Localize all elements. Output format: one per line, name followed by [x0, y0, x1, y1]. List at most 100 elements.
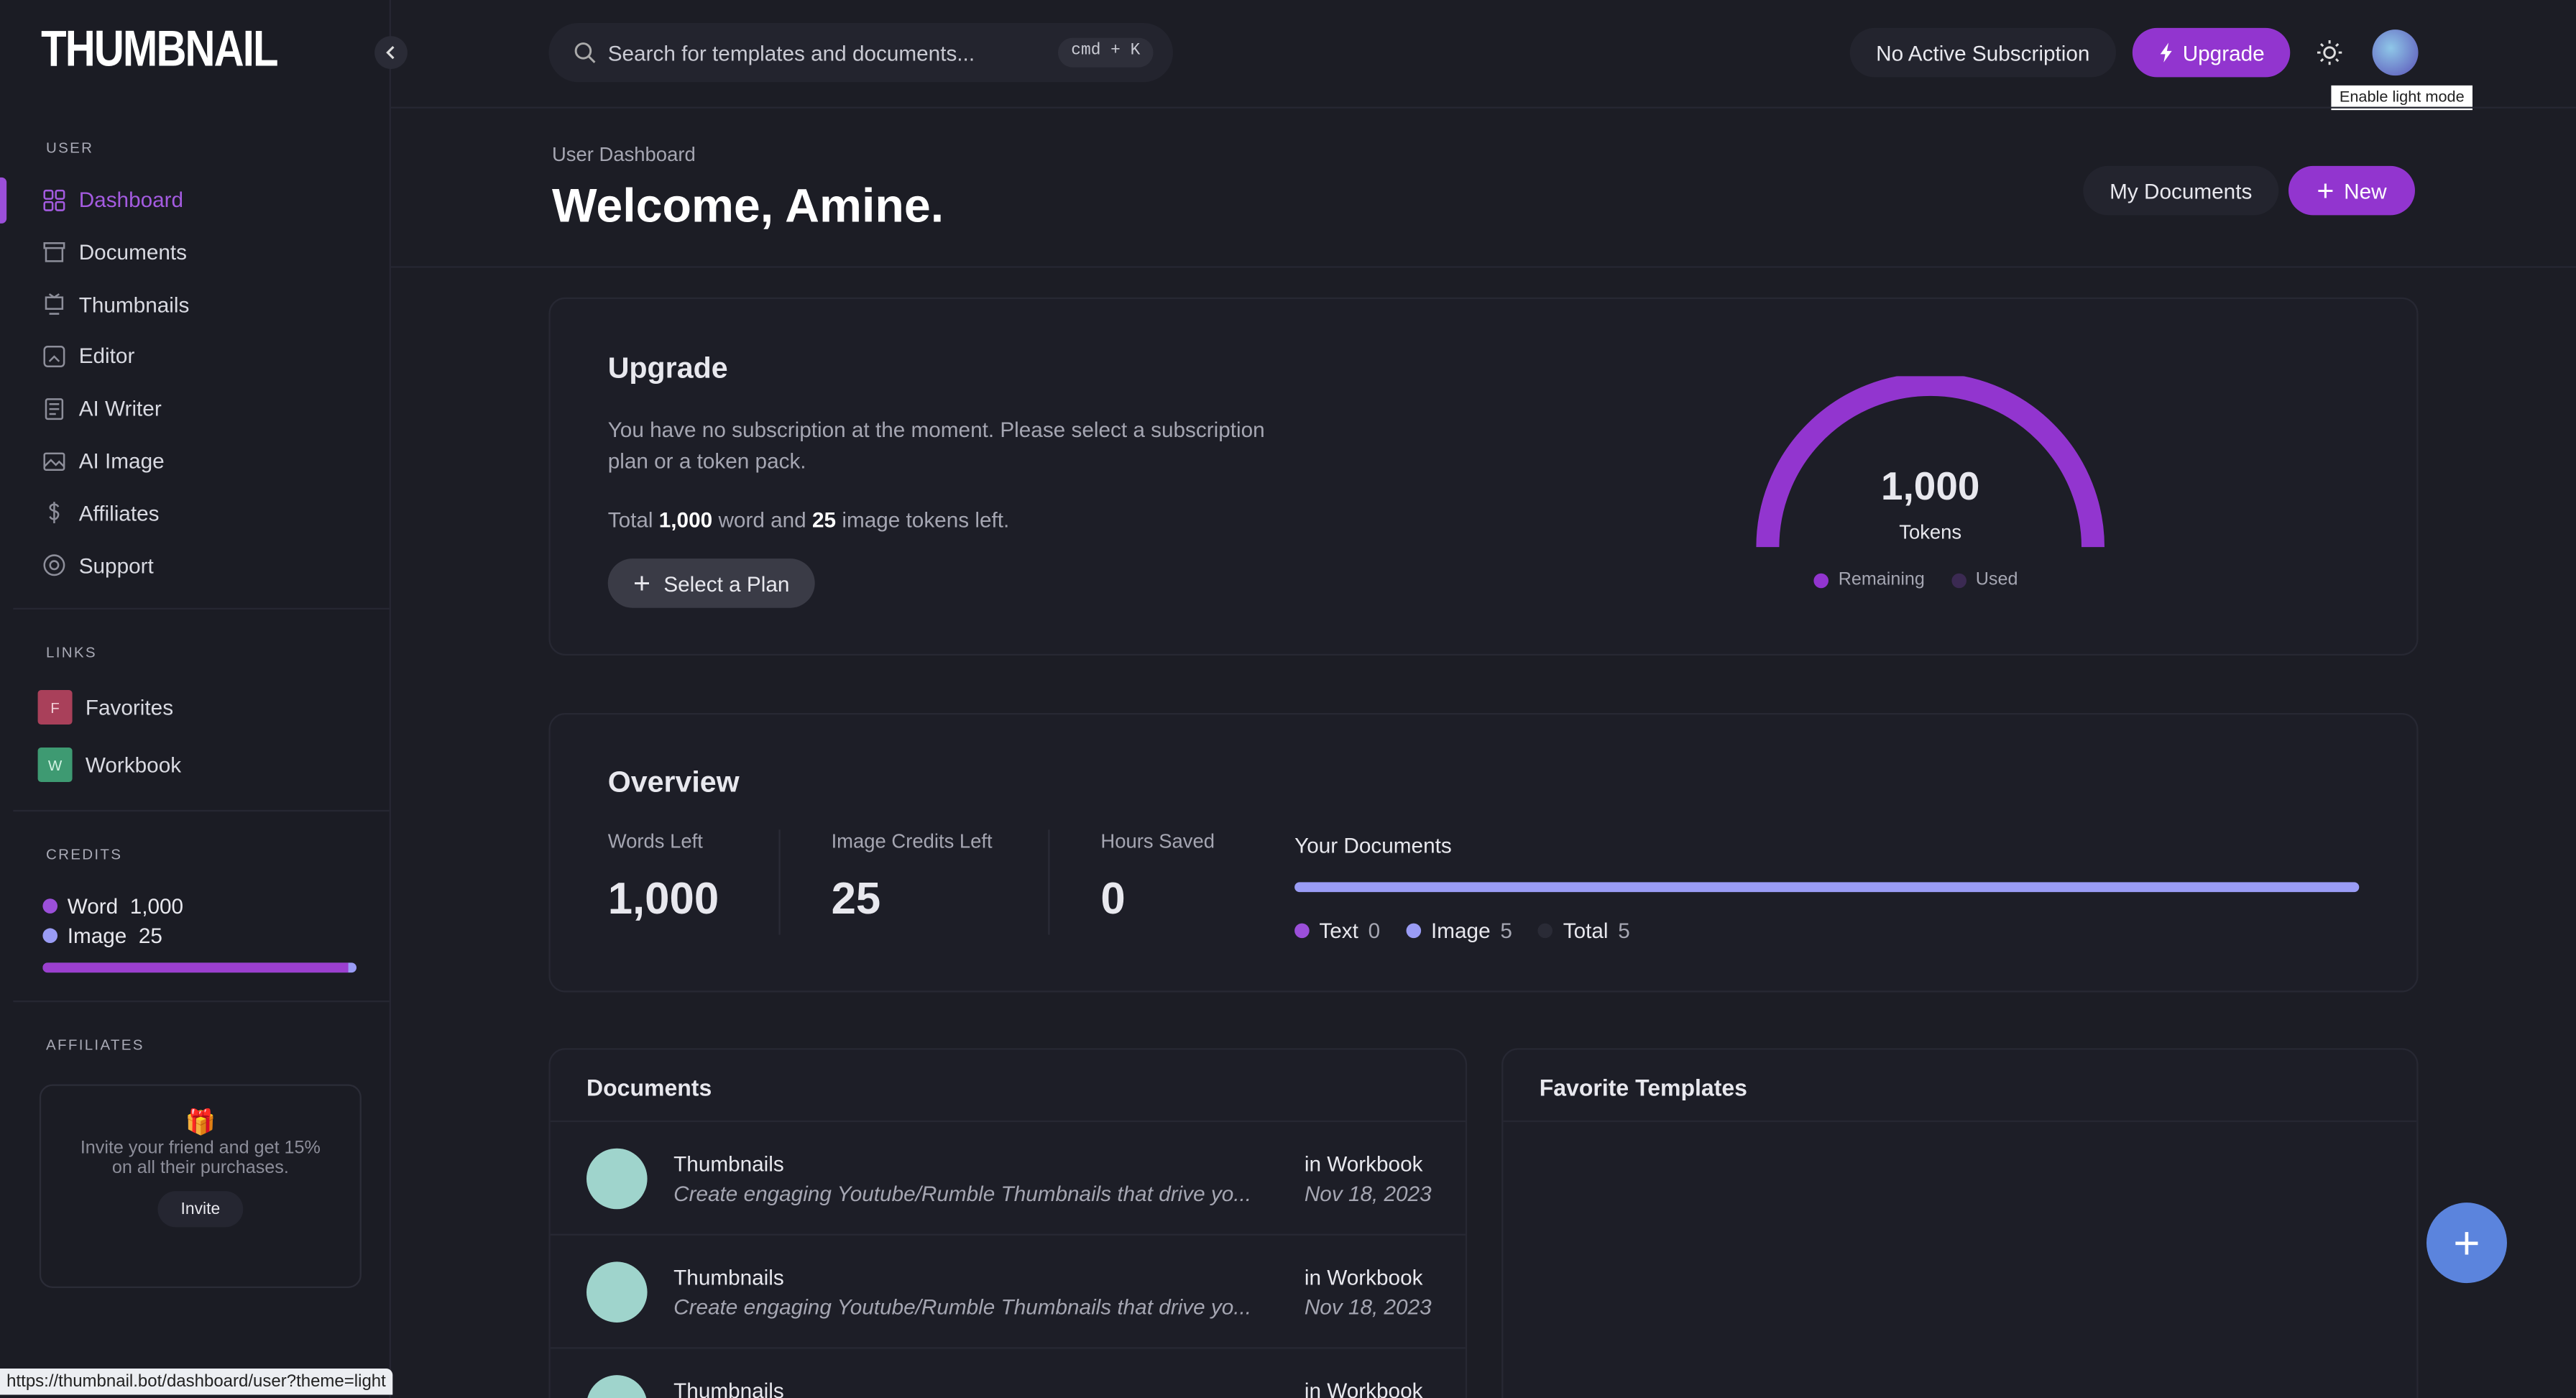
nav-link[interactable]: W Workbook: [37, 747, 182, 782]
divider: [13, 1000, 390, 1003]
token-gauge: [1756, 376, 2104, 548]
fab-button[interactable]: +: [2426, 1202, 2507, 1284]
nav-item[interactable]: Thumbnails: [42, 292, 189, 316]
stat-value: 1,000: [607, 873, 719, 924]
card-title: Overview: [607, 765, 740, 799]
nav-icon: [43, 451, 65, 470]
avatar[interactable]: [2372, 29, 2419, 76]
status-url: https://thumbnail.bot/dashboard/user?the…: [0, 1368, 392, 1395]
nav-link[interactable]: F Favorites: [37, 689, 174, 725]
stat-label: Image Credits Left: [831, 829, 993, 853]
nav-label: Support: [78, 553, 154, 578]
nav-icon: [49, 502, 60, 524]
card-title: Documents: [586, 1074, 712, 1101]
documents-title: Your Documents: [1294, 832, 1452, 858]
nav-label: AI Image: [78, 448, 165, 474]
credit-label: Image: [67, 923, 127, 948]
nav-icon: [45, 397, 64, 420]
nav-item[interactable]: Documents: [42, 239, 187, 265]
nav-item[interactable]: AI Writer: [42, 396, 162, 421]
credit-image: Image 25: [42, 924, 162, 948]
theme-toggle[interactable]: [2317, 40, 2343, 66]
my-documents-button[interactable]: My Documents: [2083, 165, 2279, 216]
stat-value: 0: [1100, 873, 1126, 924]
select-plan-button[interactable]: + Select a Plan: [607, 558, 815, 608]
section-label: AFFILIATES: [45, 1036, 144, 1054]
legend-value: 0: [1368, 918, 1381, 943]
select-plan-label: Select a Plan: [663, 571, 790, 596]
card-title: Favorite Templates: [1539, 1074, 1747, 1101]
overview-card: Overview Words Left 1,000 Image Credits …: [548, 712, 2419, 993]
document-icon: [586, 1375, 648, 1398]
gauge-legend: Remaining Used: [1813, 570, 2018, 590]
document-name: Thumbnails: [673, 1378, 784, 1398]
gift-icon: 🎁: [185, 1108, 216, 1137]
search-icon: [574, 42, 596, 63]
active-indicator: [0, 177, 7, 224]
invite-button[interactable]: Invite: [157, 1191, 244, 1228]
sidebar: THUMBNAIL USER Dashboard Documents Thumbna…: [0, 0, 408, 1398]
nav-item[interactable]: Affiliates: [42, 501, 159, 525]
nav-item[interactable]: Dashboard: [42, 188, 183, 212]
documents-bar: [1294, 882, 2360, 893]
nav-item[interactable]: Editor: [42, 344, 134, 369]
section-label: CREDITS: [45, 846, 123, 863]
affiliates-card: 🎁 Invite your friend and get 15% on all …: [39, 1084, 362, 1288]
link-icon: F: [37, 689, 73, 725]
link-label: Workbook: [85, 752, 182, 778]
document-row[interactable]: Thumbnails in Workbook: [550, 1347, 1466, 1398]
legend-label: Total: [1563, 918, 1609, 943]
divider: [1048, 829, 1050, 935]
credit-word: Word 1,000: [42, 893, 184, 919]
new-label: New: [2344, 178, 2387, 203]
legend-label: Text: [1319, 918, 1358, 943]
card-description: You have no subscription at the moment. …: [607, 417, 1265, 473]
nav-label: Editor: [78, 344, 135, 369]
nav-label: Documents: [78, 239, 187, 265]
affiliates-text: Invite your friend and get 15% on all th…: [80, 1138, 321, 1177]
document-icon: [586, 1148, 648, 1210]
credit-value: 25: [138, 923, 162, 948]
stat-label: Hours Saved: [1100, 829, 1215, 853]
nav-icon: [43, 242, 65, 263]
section-label: USER: [45, 139, 94, 157]
gauge-label: Tokens: [1899, 520, 1962, 544]
document-folder: in Workbook: [1304, 1264, 1423, 1290]
subscription-badge: No Active Subscription: [1849, 27, 2116, 78]
upgrade-card: Upgrade You have no subscription at the …: [548, 297, 2419, 656]
credit-value: 1,000: [129, 893, 184, 919]
divider: [1503, 1120, 2417, 1123]
documents-legend: Text 0 Image 5 Total 5: [1294, 919, 1630, 943]
legend-label: Used: [1975, 570, 2018, 590]
text: image tokens left.: [842, 507, 1010, 533]
text: Total: [607, 507, 653, 533]
stat-value: 25: [831, 873, 881, 924]
upgrade-label: Upgrade: [2182, 40, 2265, 65]
document-date: Nov 18, 2023: [1304, 1181, 1432, 1206]
document-description: Create engaging Youtube/Rumble Thumbnail…: [673, 1294, 1252, 1320]
logo[interactable]: THUMBNAIL: [41, 19, 278, 78]
divider: [13, 607, 390, 610]
document-description: Create engaging Youtube/Rumble Thumbnail…: [673, 1181, 1252, 1206]
search-placeholder: Search for templates and documents...: [607, 41, 975, 66]
new-button[interactable]: + New: [2288, 165, 2415, 216]
nav-item[interactable]: AI Image: [42, 448, 165, 474]
stat-label: Words Left: [607, 829, 703, 853]
nav-item[interactable]: Support: [42, 553, 154, 578]
document-row[interactable]: Thumbnails in Workbook Create engaging Yo…: [550, 1120, 1466, 1236]
upgrade-button[interactable]: Upgrade: [2132, 27, 2291, 78]
document-row[interactable]: Thumbnails in Workbook Create engaging Yo…: [550, 1233, 1466, 1349]
collapse-button[interactable]: [374, 36, 408, 69]
gauge-value: 1,000: [1881, 464, 1980, 510]
divider: [778, 829, 781, 935]
document-folder: in Workbook: [1304, 1378, 1423, 1398]
legend-value: 5: [1618, 918, 1630, 943]
document-folder: in Workbook: [1304, 1151, 1423, 1177]
nav-label: Dashboard: [78, 187, 184, 212]
link-label: Favorites: [85, 694, 174, 720]
legend-value: 5: [1500, 918, 1512, 943]
divider: [390, 266, 2576, 268]
search-bar[interactable]: Search for templates and documents... cm…: [548, 22, 1173, 83]
nav-icon: [43, 345, 65, 367]
section-label: LINKS: [45, 643, 97, 661]
